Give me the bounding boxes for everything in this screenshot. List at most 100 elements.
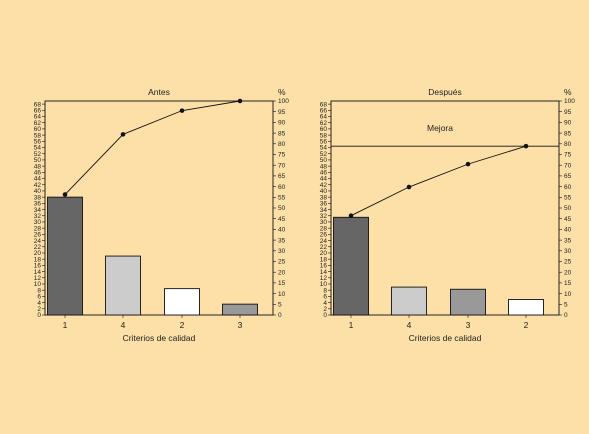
right-tick-label: 85 xyxy=(564,130,572,137)
left-tick-label: 20 xyxy=(320,250,328,257)
left-tick-label: 4 xyxy=(37,300,41,307)
bar-1 xyxy=(333,216,369,316)
left-tick-label: 56 xyxy=(320,139,328,146)
left-tick-label: 68 xyxy=(34,101,42,108)
right-tick-label: 55 xyxy=(564,195,572,202)
left-tick-label: 24 xyxy=(320,238,328,245)
bar-1 xyxy=(47,196,83,316)
x-tick-label: 1 xyxy=(63,320,68,330)
left-tick-label: 2 xyxy=(323,306,327,313)
left-tick-label: 32 xyxy=(34,213,42,220)
right-tick-label: 75 xyxy=(278,152,286,159)
left-tick-label: 12 xyxy=(34,275,42,282)
right-tick-label: 20 xyxy=(564,269,572,276)
left-tick-label: 0 xyxy=(323,312,327,319)
left-tick-label: 38 xyxy=(34,194,42,201)
chart-title: Antes xyxy=(148,87,170,97)
left-tick-label: 58 xyxy=(34,132,42,139)
right-tick-label: 35 xyxy=(564,237,572,244)
left-tick-label: 54 xyxy=(320,145,328,152)
left-tick-label: 34 xyxy=(320,207,328,214)
left-tick-label: 48 xyxy=(320,163,328,170)
right-tick-label: 100 xyxy=(278,98,289,105)
left-tick-label: 38 xyxy=(320,194,328,201)
right-axis-unit: % xyxy=(564,87,572,97)
cumulative-point-1 xyxy=(348,213,354,219)
left-tick-label: 6 xyxy=(323,294,327,301)
right-tick-label: 95 xyxy=(564,109,572,116)
right-tick-label: 15 xyxy=(278,280,286,287)
left-tick-label: 22 xyxy=(34,244,42,251)
cumulative-line xyxy=(64,100,241,195)
left-tick-label: 30 xyxy=(34,219,42,226)
left-tick-label: 26 xyxy=(320,232,328,239)
left-tick-label: 22 xyxy=(320,244,328,251)
left-tick-label: 18 xyxy=(34,256,42,263)
right-tick-label: 0 xyxy=(564,312,568,319)
left-tick-label: 46 xyxy=(34,170,42,177)
left-tick-label: 4 xyxy=(323,300,327,307)
left-tick-label: 26 xyxy=(34,232,42,239)
right-tick-label: 65 xyxy=(278,173,286,180)
right-tick-label: 45 xyxy=(278,216,286,223)
x-tick-label: 3 xyxy=(466,320,471,330)
left-tick-label: 24 xyxy=(34,238,42,245)
left-tick-label: 40 xyxy=(320,188,328,195)
left-tick-label: 52 xyxy=(34,151,42,158)
left-tick-label: 0 xyxy=(37,312,41,319)
right-axis-unit: % xyxy=(278,87,286,97)
chart-panel-2: 0246810121416182022242628303234363840424… xyxy=(320,87,575,343)
cumulative-point-3 xyxy=(465,161,471,167)
cumulative-point-4 xyxy=(237,98,243,104)
left-tick-label: 44 xyxy=(34,176,42,183)
left-tick-label: 62 xyxy=(34,120,42,127)
cumulative-point-2 xyxy=(406,184,412,190)
left-tick-label: 8 xyxy=(37,287,41,294)
x-axis-label: Criterios de calidad xyxy=(409,333,482,343)
left-tick-label: 66 xyxy=(34,108,42,115)
bar-2 xyxy=(164,288,200,316)
left-tick-label: 56 xyxy=(34,139,42,146)
left-tick-label: 14 xyxy=(34,269,42,276)
x-tick-label: 4 xyxy=(121,320,126,330)
right-tick-label: 15 xyxy=(564,280,572,287)
chart-panel-1: 0246810121416182022242628303234363840424… xyxy=(34,87,289,343)
x-tick-label: 4 xyxy=(407,320,412,330)
left-tick-label: 6 xyxy=(37,294,41,301)
left-tick-label: 28 xyxy=(320,225,328,232)
right-tick-label: 25 xyxy=(564,259,572,266)
left-tick-label: 46 xyxy=(320,170,328,177)
right-tick-label: 60 xyxy=(564,184,572,191)
left-tick-label: 50 xyxy=(34,157,42,164)
bar-3 xyxy=(450,288,486,316)
right-tick-label: 95 xyxy=(278,109,286,116)
right-tick-label: 60 xyxy=(278,184,286,191)
left-tick-label: 42 xyxy=(34,182,42,189)
left-tick-label: 28 xyxy=(34,225,42,232)
left-tick-label: 20 xyxy=(34,250,42,257)
x-tick-label: 2 xyxy=(524,320,529,330)
right-tick-label: 90 xyxy=(278,120,286,127)
left-tick-label: 16 xyxy=(320,263,328,270)
x-tick-label: 1 xyxy=(349,320,354,330)
left-tick-label: 66 xyxy=(320,108,328,115)
cumulative-point-2 xyxy=(120,132,126,137)
right-tick-label: 50 xyxy=(564,205,572,212)
bar-2 xyxy=(508,299,544,316)
right-tick-label: 5 xyxy=(564,302,568,309)
left-tick-label: 16 xyxy=(34,263,42,270)
cumulative-line xyxy=(350,145,527,217)
left-tick-label: 42 xyxy=(320,182,328,189)
right-tick-label: 80 xyxy=(278,141,286,148)
right-tick-label: 80 xyxy=(564,141,572,148)
x-axis-label: Criterios de calidad xyxy=(123,333,196,343)
right-tick-label: 75 xyxy=(564,152,572,159)
left-tick-label: 10 xyxy=(34,281,42,288)
left-tick-label: 62 xyxy=(320,120,328,127)
left-tick-label: 36 xyxy=(34,201,42,208)
right-tick-label: 45 xyxy=(564,216,572,223)
right-tick-label: 10 xyxy=(564,291,572,298)
right-tick-label: 55 xyxy=(278,195,286,202)
right-tick-label: 35 xyxy=(278,237,286,244)
right-tick-label: 70 xyxy=(564,162,572,169)
